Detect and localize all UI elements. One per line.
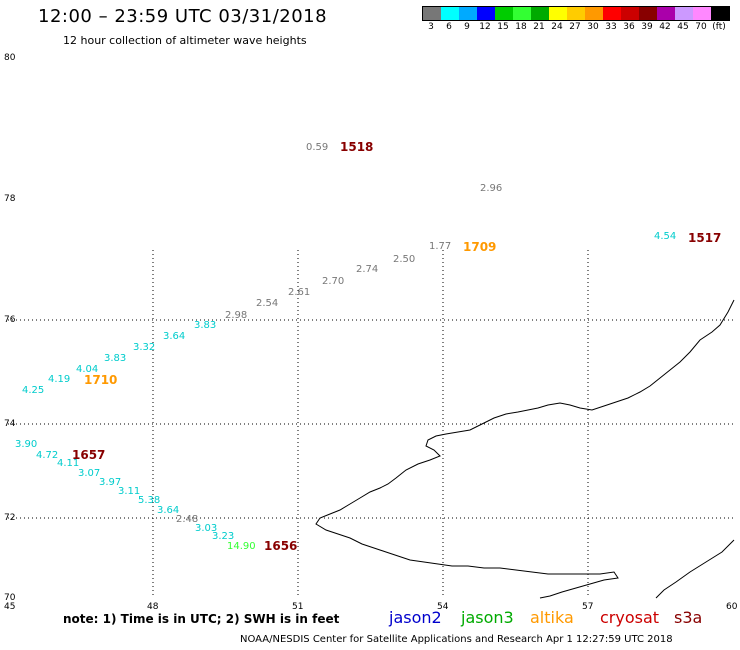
legend-tick-label: (ft) bbox=[712, 22, 726, 32]
swh-sample: 2.98 bbox=[225, 310, 248, 321]
satellite-jason3: jason3 bbox=[461, 608, 514, 627]
legend-tick-label: 9 bbox=[464, 22, 470, 32]
swh-sample: 3.64 bbox=[163, 331, 186, 342]
lon-label-51: 51 bbox=[292, 602, 304, 612]
legend-swatch bbox=[513, 7, 531, 20]
swh-sample: 2.54 bbox=[256, 298, 279, 309]
map-subtitle: 12 hour collection of altimeter wave hei… bbox=[63, 34, 307, 47]
swh-sample: 14.90 bbox=[227, 541, 256, 552]
swh-sample: 3.07 bbox=[78, 468, 101, 479]
satellite-s3a: s3a bbox=[674, 608, 703, 627]
pass-time-label: 1517 bbox=[688, 231, 722, 245]
legend-tick-label: 70 bbox=[695, 22, 707, 32]
swh-sample: 3.83 bbox=[104, 353, 127, 364]
swh-sample: 2.48 bbox=[176, 514, 199, 525]
legend-tick-label: 15 bbox=[497, 22, 509, 32]
swh-sample: 4.25 bbox=[22, 385, 45, 396]
legend-swatch bbox=[567, 7, 585, 20]
legend-swatch bbox=[657, 7, 675, 20]
legend-swatch bbox=[477, 7, 495, 20]
swh-sample: 2.61 bbox=[288, 287, 311, 298]
swh-sample: 2.50 bbox=[393, 254, 416, 265]
legend-swatch bbox=[639, 7, 657, 20]
swh-sample: 2.70 bbox=[322, 276, 345, 287]
swh-sample: 3.23 bbox=[212, 531, 235, 542]
swh-sample: 4.04 bbox=[76, 364, 99, 375]
legend-tick-label: 24 bbox=[551, 22, 563, 32]
swh-sample: 2.96 bbox=[480, 183, 503, 194]
lat-label-76: 76 bbox=[4, 315, 16, 325]
credit-line: NOAA/NESDIS Center for Satellite Applica… bbox=[240, 634, 673, 645]
units-note: note: 1) Time is in UTC; 2) SWH is in fe… bbox=[63, 612, 340, 626]
legend-swatch bbox=[441, 7, 459, 20]
legend-swatch bbox=[459, 7, 477, 20]
swh-sample: 0.59 bbox=[306, 142, 329, 153]
legend-tick-label: 3 bbox=[428, 22, 434, 32]
pass-time-label: 1518 bbox=[340, 140, 374, 154]
legend-swatch bbox=[549, 7, 567, 20]
map-title: 12:00 – 23:59 UTC 03/31/2018 bbox=[38, 6, 328, 27]
island-coastline bbox=[655, 539, 735, 599]
swh-sample: 4.11 bbox=[57, 458, 80, 469]
legend-swatch bbox=[621, 7, 639, 20]
swh-sample: 2.74 bbox=[356, 264, 379, 275]
legend-tick-label: 36 bbox=[623, 22, 635, 32]
pass-time-label: 1709 bbox=[463, 240, 497, 254]
pass-time-label: 1656 bbox=[264, 539, 298, 553]
satellite-altika: altika bbox=[530, 608, 574, 627]
color-legend bbox=[422, 6, 730, 21]
legend-swatch bbox=[531, 7, 549, 20]
swh-sample: 3.32 bbox=[133, 342, 156, 353]
legend-swatch bbox=[675, 7, 693, 20]
legend-tick-label: 12 bbox=[479, 22, 491, 32]
pass-time-label: 1710 bbox=[84, 373, 118, 387]
swh-sample: 3.03 bbox=[195, 523, 218, 534]
legend-swatch bbox=[693, 7, 711, 20]
legend-tick-label: 6 bbox=[446, 22, 452, 32]
legend-tick-label: 21 bbox=[533, 22, 545, 32]
swh-sample: 3.97 bbox=[99, 477, 122, 488]
gridlines bbox=[8, 250, 734, 598]
lon-label-45: 45 bbox=[4, 602, 16, 612]
lon-label-48: 48 bbox=[147, 602, 159, 612]
lat-label-78: 78 bbox=[4, 194, 16, 204]
swh-sample: 3.11 bbox=[118, 486, 141, 497]
swh-sample: 3.83 bbox=[194, 320, 217, 331]
legend-swatch bbox=[423, 7, 441, 20]
legend-tick-label: 33 bbox=[605, 22, 617, 32]
legend-swatch bbox=[711, 7, 729, 20]
legend-tick-label: 18 bbox=[515, 22, 527, 32]
novaya-zemlya-coastline bbox=[315, 299, 735, 599]
satellite-jason2: jason2 bbox=[389, 608, 442, 627]
legend-tick-label: 27 bbox=[569, 22, 581, 32]
swh-sample: 4.19 bbox=[48, 374, 71, 385]
legend-swatch bbox=[585, 7, 603, 20]
pass-time-label: 1657 bbox=[72, 448, 106, 462]
satellite-cryosat: cryosat bbox=[600, 608, 660, 627]
swh-sample: 4.54 bbox=[654, 231, 677, 242]
legend-swatch bbox=[495, 7, 513, 20]
swh-sample: 3.64 bbox=[157, 505, 180, 516]
legend-swatch bbox=[603, 7, 621, 20]
lon-label-57: 57 bbox=[582, 602, 594, 612]
lat-label-80: 80 bbox=[4, 53, 16, 63]
lat-label-74: 74 bbox=[4, 419, 16, 429]
lon-label-54: 54 bbox=[437, 602, 449, 612]
lat-label-70: 70 bbox=[4, 593, 16, 603]
legend-tick-label: 42 bbox=[659, 22, 671, 32]
lat-label-72: 72 bbox=[4, 513, 16, 523]
swh-sample: 4.72 bbox=[36, 450, 59, 461]
legend-tick-label: 45 bbox=[677, 22, 689, 32]
swh-sample: 5.38 bbox=[138, 495, 161, 506]
legend-tick-label: 30 bbox=[587, 22, 599, 32]
swh-sample: 1.77 bbox=[429, 241, 452, 252]
legend-tick-label: 39 bbox=[641, 22, 653, 32]
swh-sample: 3.90 bbox=[15, 439, 38, 450]
lon-label-60: 60 bbox=[726, 602, 738, 612]
